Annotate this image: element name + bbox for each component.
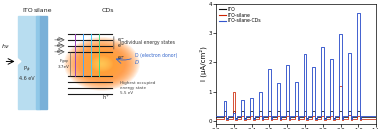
Ellipse shape <box>64 37 140 91</box>
Ellipse shape <box>70 41 134 87</box>
Text: F$_{gap}$: F$_{gap}$ <box>59 57 69 66</box>
Text: ITO: ITO <box>23 8 33 13</box>
Text: silane: silane <box>34 8 53 13</box>
Ellipse shape <box>67 39 137 89</box>
Ellipse shape <box>85 52 119 76</box>
Ellipse shape <box>96 60 107 68</box>
Text: Individual energy states: Individual energy states <box>120 40 175 45</box>
Text: 4.6 eV: 4.6 eV <box>19 76 35 81</box>
Ellipse shape <box>93 58 110 70</box>
Bar <box>36 16 40 109</box>
Ellipse shape <box>94 58 110 69</box>
FancyArrow shape <box>3 57 21 66</box>
Ellipse shape <box>82 50 122 78</box>
Text: e$^-$: e$^-$ <box>56 36 64 44</box>
Text: Highest occupied
energy state
5.5 eV: Highest occupied energy state 5.5 eV <box>120 81 155 95</box>
Text: D: D <box>135 60 139 65</box>
Text: e$^-$: e$^-$ <box>56 42 64 50</box>
Ellipse shape <box>88 54 116 74</box>
Ellipse shape <box>76 46 127 82</box>
Ellipse shape <box>100 63 104 65</box>
Ellipse shape <box>81 49 123 79</box>
Ellipse shape <box>79 48 125 80</box>
Ellipse shape <box>92 57 112 71</box>
Text: h$^+$: h$^+$ <box>102 93 110 102</box>
Ellipse shape <box>73 44 130 84</box>
Bar <box>40 16 47 109</box>
Ellipse shape <box>97 61 107 67</box>
Text: e$^-$: e$^-$ <box>117 42 125 50</box>
Legend: ITO, ITO-silane, ITO-silane-CDs: ITO, ITO-silane, ITO-silane-CDs <box>218 6 262 24</box>
Ellipse shape <box>80 48 124 79</box>
Text: P$_\phi$: P$_\phi$ <box>23 65 31 75</box>
Text: e$^-$: e$^-$ <box>117 36 125 44</box>
Ellipse shape <box>101 63 103 64</box>
Ellipse shape <box>75 45 129 83</box>
Ellipse shape <box>73 43 131 85</box>
Ellipse shape <box>86 52 118 75</box>
Text: e$^-$: e$^-$ <box>117 54 125 62</box>
Text: D (electron donor): D (electron donor) <box>135 53 177 58</box>
Ellipse shape <box>98 61 105 67</box>
Ellipse shape <box>91 56 112 71</box>
Ellipse shape <box>88 54 115 73</box>
Ellipse shape <box>99 62 105 66</box>
Bar <box>18 16 40 109</box>
Ellipse shape <box>71 42 132 85</box>
Ellipse shape <box>77 46 127 81</box>
Ellipse shape <box>83 50 121 77</box>
Ellipse shape <box>65 38 139 90</box>
Ellipse shape <box>74 44 129 83</box>
Ellipse shape <box>84 51 120 77</box>
Ellipse shape <box>69 40 135 87</box>
Ellipse shape <box>90 55 114 73</box>
Text: CDs: CDs <box>102 8 114 13</box>
Ellipse shape <box>95 59 108 69</box>
Y-axis label: I (μA/cm²): I (μA/cm²) <box>200 46 207 81</box>
Ellipse shape <box>66 38 138 90</box>
Ellipse shape <box>90 56 113 72</box>
Text: hν: hν <box>2 44 9 49</box>
Ellipse shape <box>78 47 125 81</box>
Ellipse shape <box>71 42 133 86</box>
Ellipse shape <box>87 53 117 75</box>
Text: e$^-$: e$^-$ <box>56 48 64 56</box>
Ellipse shape <box>68 40 136 88</box>
Text: 3.7eV: 3.7eV <box>58 65 70 69</box>
